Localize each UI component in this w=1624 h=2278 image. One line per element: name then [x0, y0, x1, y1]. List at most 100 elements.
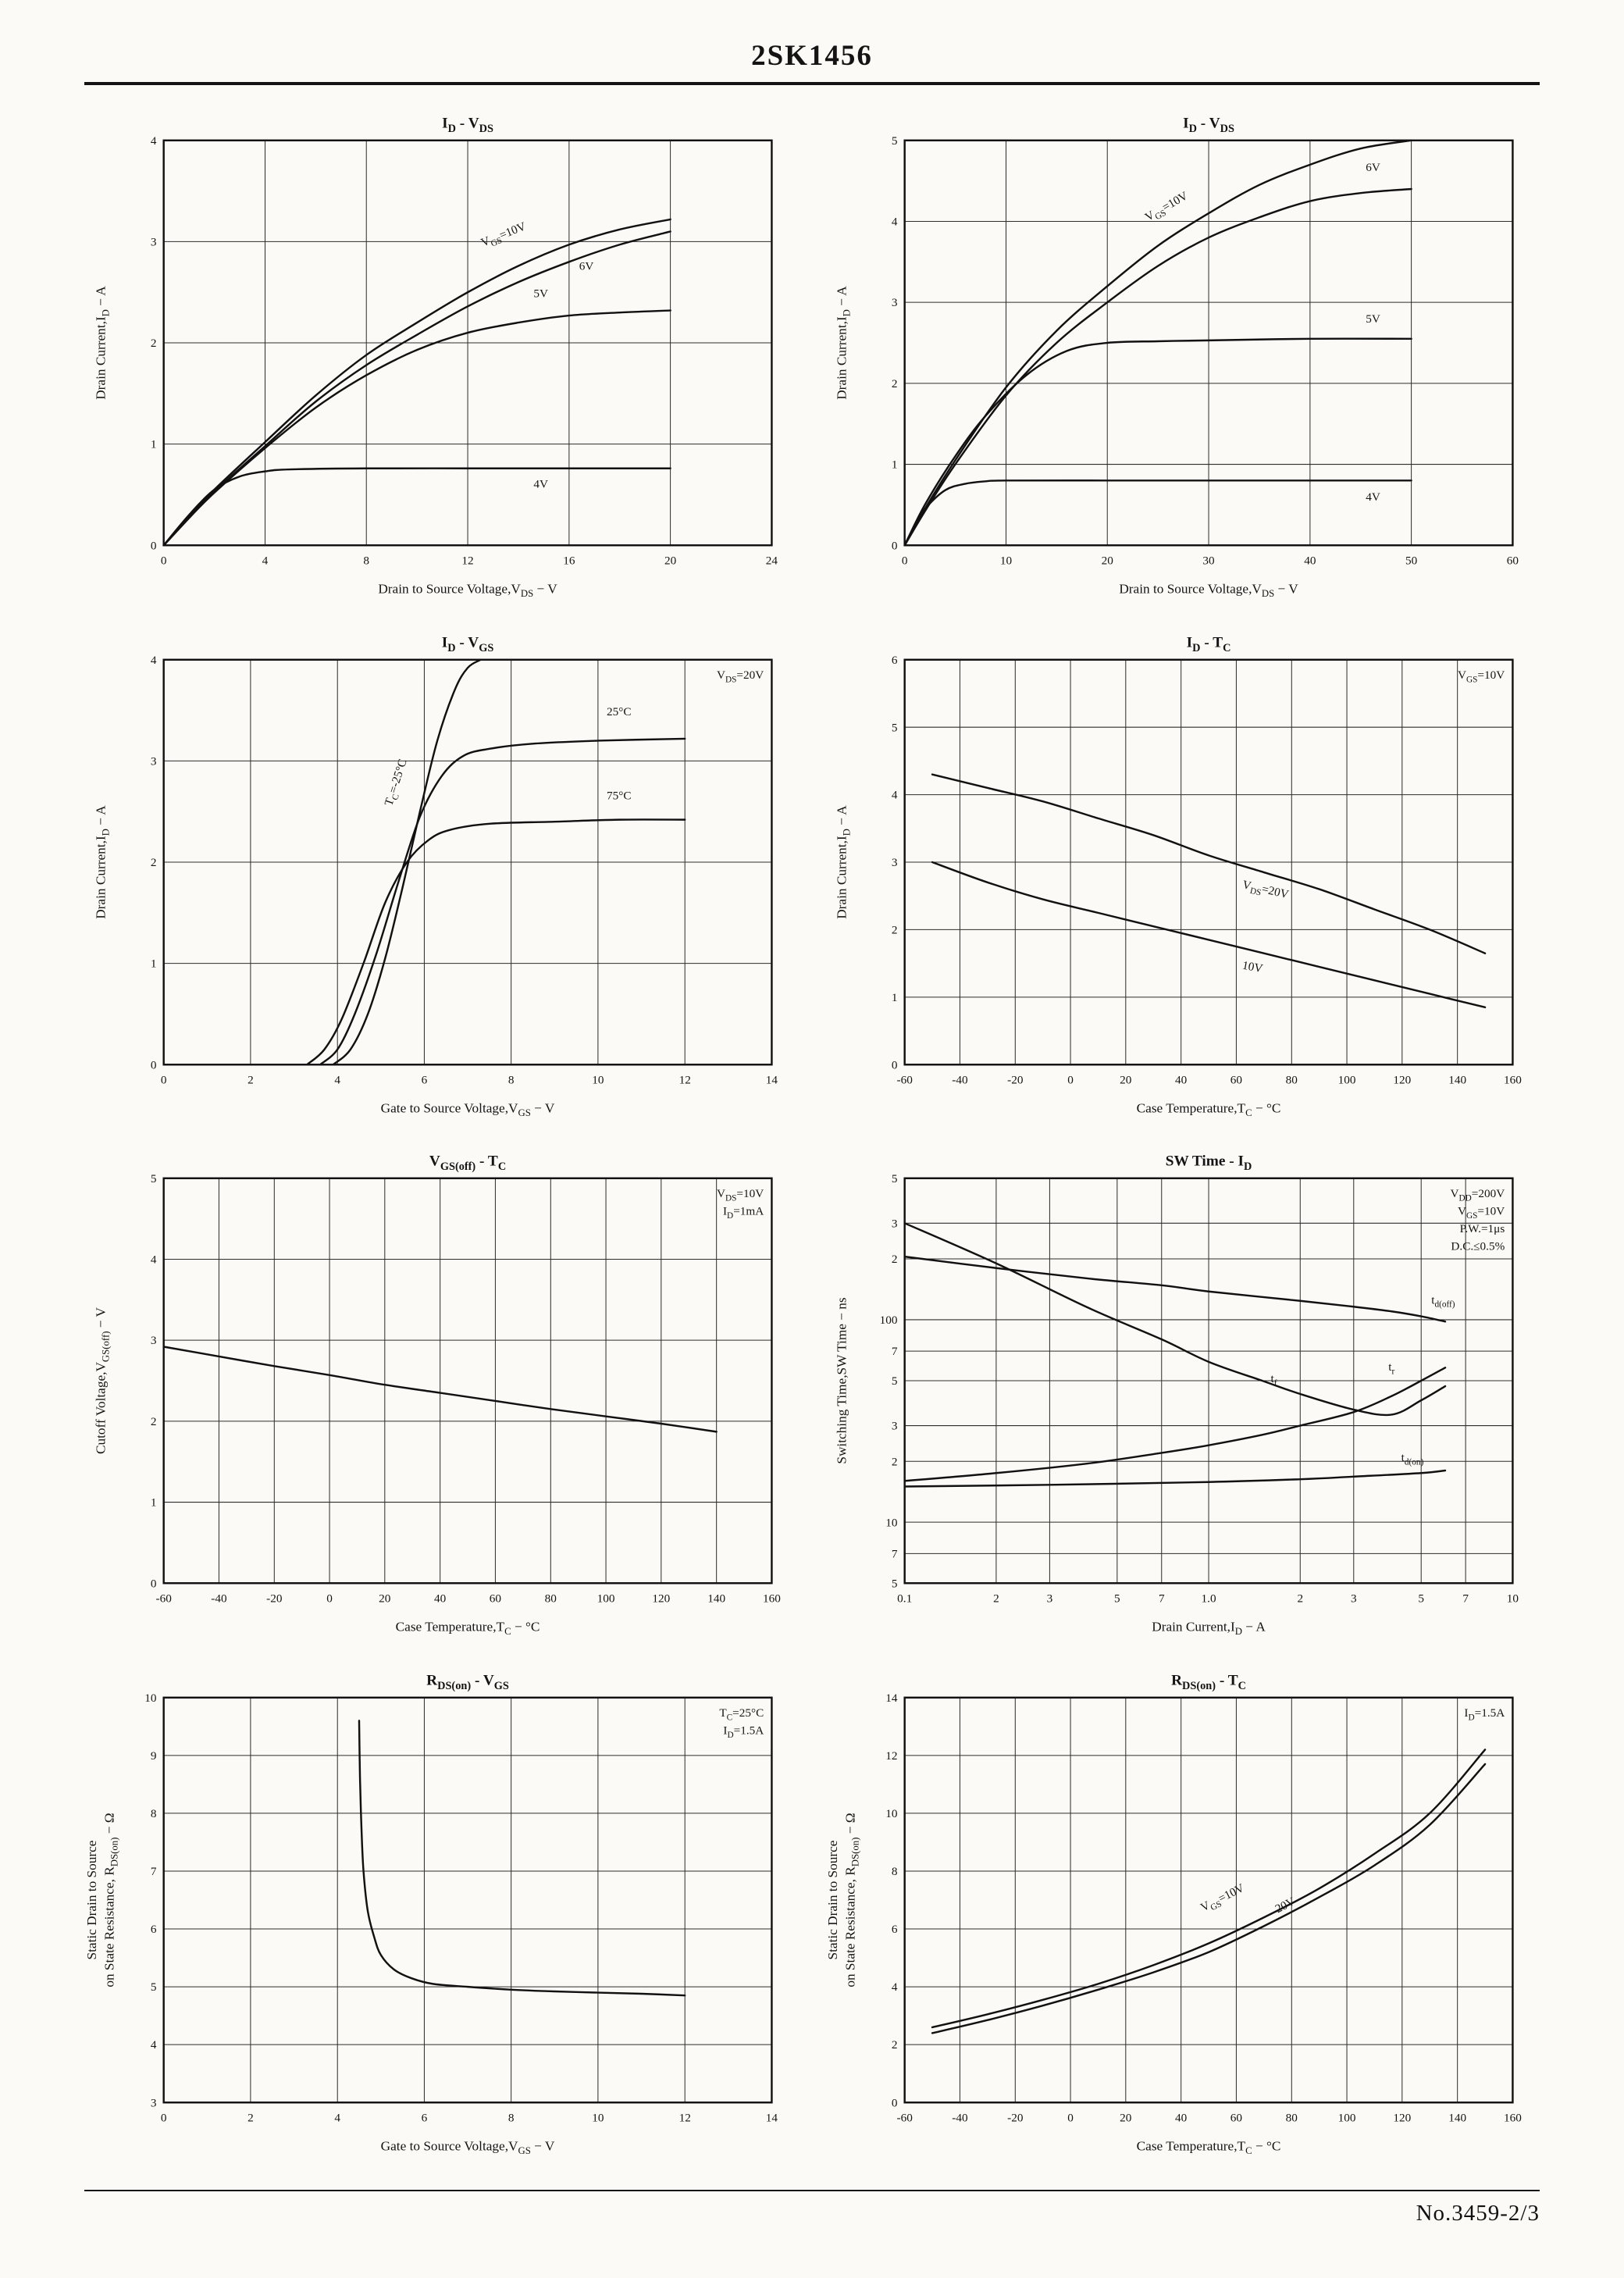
x-tick-label: 80	[1286, 1073, 1298, 1086]
chart-rdson-tc: -60 -40 -20 0 20 40 60 80 100 120 140 160 0 2 4 6 8 10 12 1…	[825, 1661, 1540, 2169]
y-tick-label: 7	[151, 1865, 157, 1878]
curve-tc-minus25c	[332, 658, 482, 1066]
chart-id-vds-60v: 0 10 20 30 40 50 60 0 1 2 3 4 5 ID - VDS Drain to Sour…	[825, 104, 1540, 612]
x-tick-label: 20	[379, 1592, 391, 1606]
x-axis-title: Case Temperature,TC − °C	[1137, 1100, 1281, 1118]
x-axis-title: Case Temperature,TC − °C	[1137, 2138, 1281, 2156]
x-tick-label: 20	[1102, 554, 1114, 568]
y-tick-label: 2	[151, 856, 157, 869]
footer-rule	[84, 2189, 1540, 2191]
x-tick-label: 10	[592, 1073, 604, 1086]
x-tick-label: 16	[563, 554, 575, 568]
y-tick-label: 6	[892, 1923, 898, 1936]
x-tick-label: -20	[266, 1592, 283, 1606]
curve-vgs-10v	[903, 139, 1412, 547]
curve-vgs-6v	[903, 187, 1412, 547]
chart-rdson-vgs: 0 2 4 6 8 10 12 14 3 4 5 6 7 8 9 10 RDS(on) - VGS Gate to…	[84, 1661, 799, 2169]
chart-title: SW Time - ID	[1166, 1153, 1252, 1173]
x-axis-title: Gate to Source Voltage,VGS − V	[381, 1100, 555, 1118]
chart-svg-id-tc: -60 -40 -20 0 20 40 60 80 100 120 140 160 0 1 2 3 4 5 6 ID …	[834, 634, 1522, 1118]
curve-rdson-vgs-curve	[358, 1720, 686, 1997]
y-axis-title: Drain Current,ID − A	[93, 286, 111, 400]
curve-vgs-6v	[162, 230, 671, 547]
chart-id-vds-24v: 0 4 8 12 16 20 24 0 1 2 3 4 ID - VDS Drain to Source …	[84, 104, 799, 612]
chart-title: ID - VDS	[442, 115, 493, 134]
chart-id-vgs: 0 2 4 6 8 10 12 14 0 1 2 3 4 ID - VGS Gate to Source V…	[84, 623, 799, 1132]
y-tick-label: 1	[151, 957, 157, 970]
condition-label: VDS=10V	[717, 1187, 764, 1203]
chart-svg-vgsoff-tc: -60 -40 -20 0 20 40 60 80 100 120 140 160 0 1 2 3 4 5 VGS(…	[93, 1153, 781, 1638]
grid	[163, 1178, 772, 1585]
x-tick-label: 0	[902, 554, 908, 568]
y-tick-label: 10	[885, 1807, 898, 1820]
y-tick-label: 8	[892, 1865, 898, 1878]
x-tick-label: 8	[363, 554, 369, 568]
x-tick-label: 0	[161, 554, 167, 568]
curve-label: 4V	[533, 477, 548, 490]
x-tick-label: 60	[490, 1592, 502, 1606]
x-tick-label: 40	[434, 1592, 447, 1606]
y-tick-label: 6	[151, 1923, 157, 1936]
y-tick-label: 1	[892, 991, 898, 1004]
y-tick-label: 2	[892, 2038, 898, 2052]
x-tick-label: 60	[1507, 554, 1519, 568]
chart-title: ID - VDS	[1183, 115, 1234, 134]
grid	[904, 658, 1513, 1065]
curve-label: 20V	[1273, 1895, 1298, 1916]
plot-border	[162, 139, 773, 547]
plot-border	[903, 139, 1514, 547]
x-axis-title: Drain to Source Voltage,VDS − V	[378, 581, 557, 599]
y-tick-label: 5	[151, 1172, 157, 1185]
curve-label: 6V	[579, 260, 594, 273]
y-tick-label: 12	[885, 1749, 897, 1763]
x-tick-label: 80	[1286, 2112, 1298, 2125]
curve-vgs-10v	[931, 1749, 1487, 2029]
condition-label: VDD=200V	[1451, 1187, 1505, 1203]
curve-td-on	[903, 1470, 1447, 1488]
y-tick-label: 2	[151, 337, 157, 350]
chart-vgsoff-tc: -60 -40 -20 0 20 40 60 80 100 120 140 160 0 1 2 3 4 5 VGS(…	[84, 1142, 799, 1650]
y-tick-label: 0	[892, 539, 898, 552]
y-tick-label: 5	[892, 134, 898, 148]
y-tick-label: 2	[892, 1456, 898, 1469]
header-rule	[84, 82, 1540, 85]
y-tick-label: 7	[892, 1548, 898, 1561]
y-tick-label: 3	[892, 1420, 898, 1433]
chart-title: RDS(on) - TC	[1171, 1672, 1246, 1692]
curve-vds-20v	[931, 773, 1487, 954]
condition-label: VGS=10V	[1458, 1205, 1505, 1221]
x-tick-label: 0	[161, 1073, 167, 1086]
curve-vgs-10v	[162, 218, 671, 547]
curve-label: 75°C	[607, 789, 632, 802]
y-tick-label: 2	[892, 923, 898, 936]
y-tick-label: 5	[892, 1374, 898, 1388]
x-tick-label: 120	[1393, 2112, 1411, 2125]
x-tick-label: 160	[763, 1592, 781, 1606]
grid	[904, 1697, 1513, 2103]
y-tick-label: 1	[151, 438, 157, 451]
x-tick-label: -60	[156, 1592, 173, 1606]
y-tick-label: 2	[892, 1253, 898, 1266]
x-tick-label: 140	[1448, 1073, 1466, 1086]
y-axis-title: Static Drain to Source	[825, 1840, 840, 1959]
curve-label: tr	[1388, 1361, 1394, 1377]
x-tick-label: 60	[1230, 2112, 1243, 2125]
y-axis-title: Drain Current,ID − A	[834, 286, 852, 400]
x-tick-label: -40	[211, 1592, 227, 1606]
plot-border	[903, 1696, 1514, 2104]
curve-tf	[903, 1222, 1447, 1417]
y-tick-label: 5	[892, 1172, 898, 1185]
curve-vgs-5v	[903, 337, 1412, 547]
y-tick-label: 4	[892, 788, 898, 801]
y-tick-label: 4	[892, 216, 898, 229]
curve-vgs-20v	[931, 1763, 1487, 2034]
charts-grid: 0 4 8 12 16 20 24 0 1 2 3 4 ID - VDS Drain to Source …	[84, 104, 1540, 2169]
curve-label: 5V	[533, 287, 548, 301]
x-tick-label: 0	[1067, 1073, 1074, 1086]
chart-svg-rdson-vgs: 0 2 4 6 8 10 12 14 3 4 5 6 7 8 9 10 RDS(on) - VGS Gate to…	[84, 1672, 778, 2156]
x-tick-label: -20	[1007, 1073, 1024, 1086]
x-tick-label: 140	[707, 1592, 725, 1606]
curve-vgs-4v	[903, 479, 1412, 547]
y-tick-label: 0	[892, 1058, 898, 1071]
